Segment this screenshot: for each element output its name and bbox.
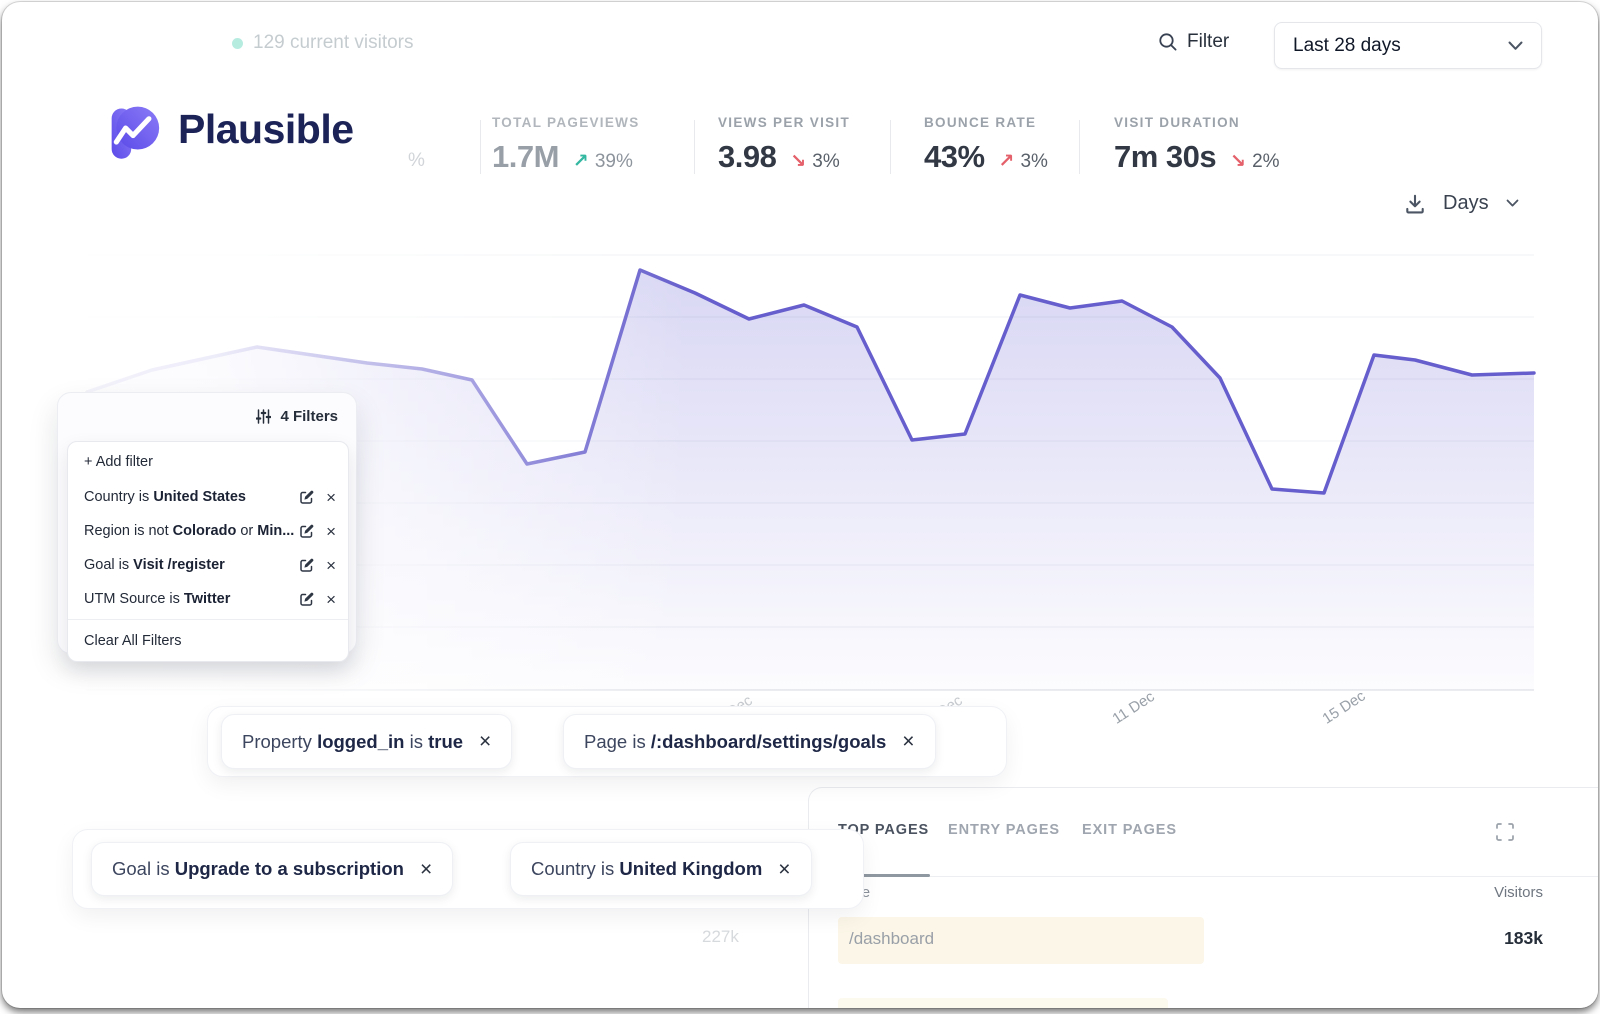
- stat-delta: 2%: [1252, 151, 1280, 172]
- expand-icon[interactable]: [1495, 822, 1515, 842]
- filter-label: Filter: [1187, 31, 1230, 52]
- divider: [1079, 120, 1080, 174]
- filter-pill-label: Property logged_in is true: [242, 730, 464, 752]
- close-icon[interactable]: ×: [778, 857, 791, 881]
- stat-value: 43%: [924, 139, 985, 174]
- pages-panel: TOP PAGES ENTRY PAGES EXIT PAGES Page Vi…: [808, 787, 1598, 1008]
- interval-value[interactable]: Days: [1443, 192, 1489, 214]
- filter-row-label: Country is United States: [84, 489, 246, 505]
- download-icon[interactable]: [1404, 193, 1426, 215]
- filter-pill-label: Goal is Upgrade to a subscription: [112, 858, 404, 879]
- trend-up-icon: ↗: [998, 151, 1015, 172]
- close-icon[interactable]: ×: [479, 730, 492, 753]
- edit-icon[interactable]: [299, 523, 315, 539]
- visitors-value: 183k: [1504, 928, 1543, 948]
- close-icon[interactable]: ×: [326, 487, 336, 507]
- filter-row: Country is United States ×: [68, 480, 348, 514]
- active-tab-underline: [836, 874, 930, 877]
- stat-delta: 39%: [594, 151, 633, 172]
- stat-value: 1.7M: [492, 139, 559, 174]
- x-axis-tick: 15 Dec: [1319, 687, 1369, 728]
- divider: [480, 120, 481, 174]
- trend-down-icon: ↘: [1230, 151, 1247, 172]
- stat-label: BOUNCE RATE: [924, 115, 1037, 130]
- brand: Plausible: [107, 99, 354, 159]
- page-link[interactable]: /dashboard: [849, 929, 935, 948]
- adjustments-icon: [256, 408, 272, 424]
- filter-row-label: Region is not Colorado or Min...: [84, 523, 295, 539]
- chevron-down-icon: [1506, 199, 1518, 207]
- close-icon[interactable]: ×: [419, 857, 433, 881]
- filter-pill[interactable]: Property logged_in is true ×: [221, 714, 513, 769]
- date-range-select[interactable]: Last 28 days: [1274, 22, 1542, 69]
- filter-pill[interactable]: Page is /:dashboard/settings/goals ×: [563, 714, 936, 769]
- tab-entry-pages[interactable]: ENTRY PAGES: [948, 822, 1060, 838]
- close-icon[interactable]: ×: [326, 521, 336, 541]
- clear-all-filters-button[interactable]: Clear All Filters: [68, 623, 348, 659]
- trend-down-icon: ↘: [790, 151, 807, 172]
- date-range-value: Last 28 days: [1293, 34, 1401, 56]
- filter-pill-label: Country is United Kingdom: [531, 858, 763, 879]
- edit-icon[interactable]: [299, 557, 315, 573]
- filter-pill-group: Goal is Upgrade to a subscription × Coun…: [72, 829, 864, 909]
- stat-views-per-visit[interactable]: VIEWS PER VISIT 3.98 ↘ 3%: [718, 115, 850, 175]
- divider: [890, 120, 891, 174]
- filters-count-label: 4 Filters: [280, 407, 338, 425]
- stat-label: VISIT DURATION: [1114, 115, 1240, 130]
- row-bar: [838, 998, 1168, 1008]
- brand-wordmark: Plausible: [178, 105, 354, 152]
- column-header-visitors: Visitors: [1494, 884, 1543, 901]
- stat-value: 3.98: [718, 139, 777, 174]
- live-dot-icon: [232, 37, 243, 49]
- stat-delta: 3%: [812, 151, 840, 172]
- filter-pill-group: Property logged_in is true × Page is /:d…: [207, 706, 1007, 777]
- trend-up-icon: ↗: [572, 151, 589, 172]
- filter-button[interactable]: Filter: [1158, 31, 1229, 53]
- divider: [809, 876, 1598, 877]
- tab-top-pages[interactable]: TOP PAGES: [838, 822, 930, 838]
- tab-exit-pages[interactable]: EXIT PAGES: [1082, 822, 1177, 838]
- divider: [694, 120, 695, 174]
- close-icon[interactable]: ×: [902, 730, 915, 753]
- filter-row: UTM Source is Twitter ×: [68, 582, 348, 616]
- chevron-down-icon: [1508, 41, 1523, 50]
- stat-bounce-rate[interactable]: BOUNCE RATE 43% ↗ 3%: [924, 115, 1048, 175]
- stat-total-pageviews[interactable]: TOTAL PAGEVIEWS 1.7M ↗ 39%: [492, 115, 640, 175]
- filter-pill-label: Page is /:dashboard/settings/goals: [584, 730, 887, 752]
- close-icon[interactable]: ×: [326, 555, 336, 575]
- filter-row-label: Goal is Visit /register: [84, 557, 225, 573]
- plausible-logo-icon: [111, 106, 160, 159]
- stat-delta: 3%: [1020, 151, 1048, 172]
- faded-percent-label: %: [408, 150, 425, 171]
- filter-row: Region is not Colorado or Min... ×: [68, 514, 348, 548]
- stat-value: 7m 30s: [1114, 139, 1217, 174]
- filter-pill[interactable]: Goal is Upgrade to a subscription ×: [91, 842, 454, 896]
- stat-label: TOTAL PAGEVIEWS: [492, 115, 640, 130]
- current-visitors-label: 129 current visitors: [253, 32, 414, 53]
- close-icon[interactable]: ×: [326, 589, 336, 609]
- current-visitors: 129 current visitors: [232, 32, 414, 54]
- clear-all-label: Clear All Filters: [84, 633, 182, 649]
- filter-row-label: UTM Source is Twitter: [84, 591, 231, 607]
- search-icon: [1159, 33, 1177, 51]
- add-filter-button[interactable]: + Add filter: [68, 444, 348, 480]
- add-filter-label: + Add filter: [84, 454, 153, 470]
- filter-row: Goal is Visit /register ×: [68, 548, 348, 582]
- x-axis-tick: 11 Dec: [1109, 688, 1158, 728]
- filters-popup: 4 Filters + Add filter Country is United…: [57, 392, 357, 662]
- row-bar: [838, 917, 1204, 964]
- filters-menu: + Add filter Country is United States × Re…: [67, 441, 349, 662]
- divider: [68, 619, 348, 620]
- stat-label: VIEWS PER VISIT: [718, 115, 851, 130]
- filter-pill[interactable]: Country is United Kingdom ×: [510, 842, 812, 896]
- stat-visit-duration[interactable]: VISIT DURATION 7m 30s ↘ 2%: [1114, 115, 1280, 175]
- edit-icon[interactable]: [299, 591, 315, 607]
- filters-popup-header[interactable]: 4 Filters: [58, 393, 356, 439]
- interval-control: Days: [1404, 192, 1519, 215]
- edit-icon[interactable]: [299, 489, 315, 505]
- faded-visitors-value: 227k: [702, 927, 739, 946]
